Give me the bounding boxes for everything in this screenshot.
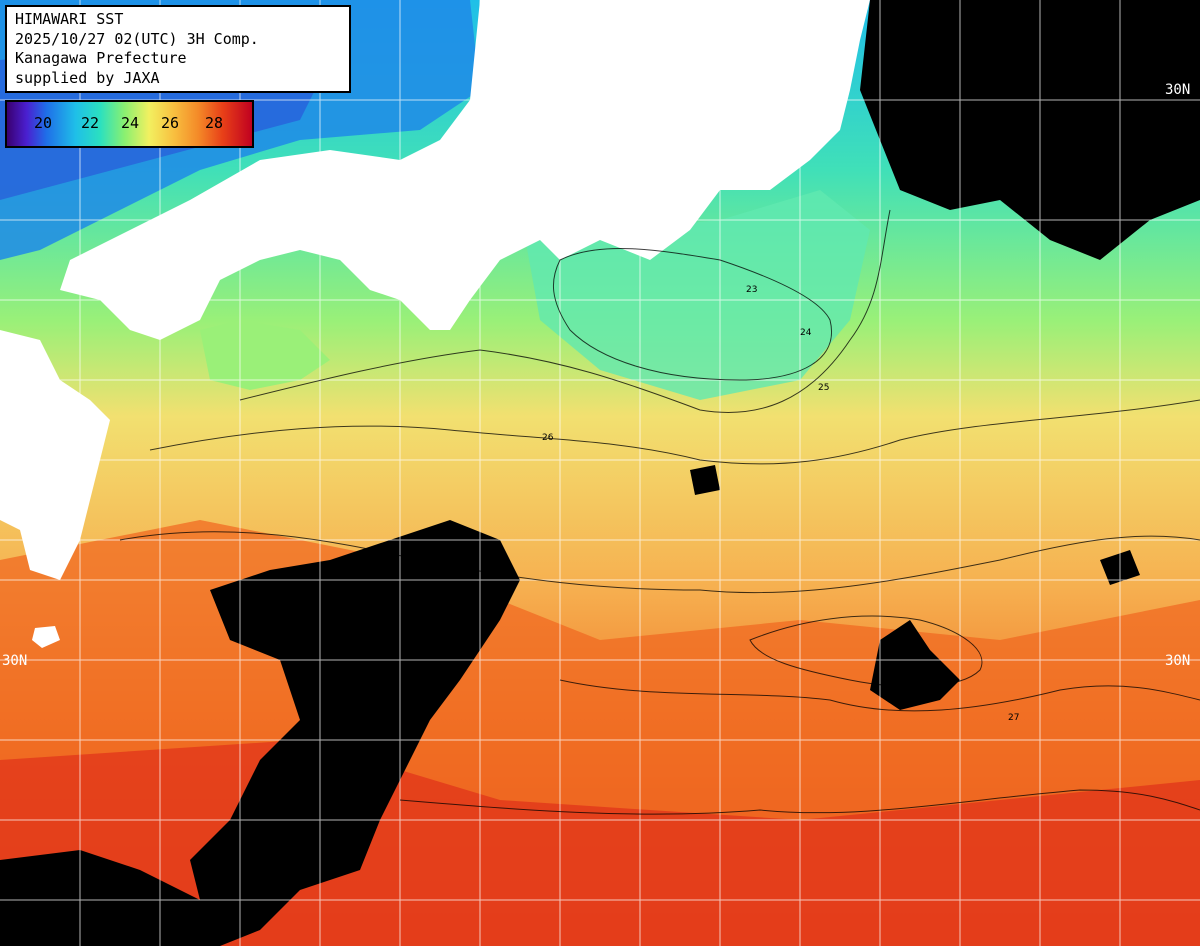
land-honshu xyxy=(60,0,870,340)
latitude-label-top-right: 30N xyxy=(1165,82,1191,98)
cloud-center xyxy=(870,620,960,710)
map-info-box: HIMAWARI SST 2025/10/27 02(UTC) 3H Comp.… xyxy=(5,5,351,93)
product-title: HIMAWARI SST xyxy=(15,10,124,28)
latitude-label-left: 30N xyxy=(2,653,28,669)
contour-label: 26 xyxy=(542,433,554,443)
isotherm-contours xyxy=(119,209,1200,815)
credit-label: supplied by JAXA xyxy=(15,68,160,87)
contour-label-group: 23 24 25 26 27 xyxy=(542,285,1019,723)
region-label: Kanagawa Prefecture xyxy=(15,49,187,67)
contour-label: 25 xyxy=(818,383,829,393)
temperature-color-legend: 20 22 24 26 28 xyxy=(5,100,254,148)
land-shikoku xyxy=(200,320,330,390)
contour-label: 23 xyxy=(746,285,757,295)
latitude-label-right: 30N xyxy=(1165,653,1191,669)
land-kyushu xyxy=(0,330,110,580)
cloud-northeast xyxy=(860,0,1200,260)
contour-label: 24 xyxy=(800,328,812,338)
legend-tick: 26 xyxy=(161,114,180,132)
legend-tick: 20 xyxy=(34,114,53,132)
cloud-small-center xyxy=(690,465,720,495)
legend-tick: 22 xyxy=(81,114,100,132)
land-small-island xyxy=(32,626,60,648)
cloud-southwest xyxy=(180,520,520,946)
cloud-south-left xyxy=(0,850,200,946)
legend-tick: 24 xyxy=(121,114,140,132)
timestamp-label: 2025/10/27 02(UTC) 3H Comp. xyxy=(15,29,259,48)
contour-label: 27 xyxy=(1008,713,1019,723)
legend-tick: 28 xyxy=(205,114,224,132)
